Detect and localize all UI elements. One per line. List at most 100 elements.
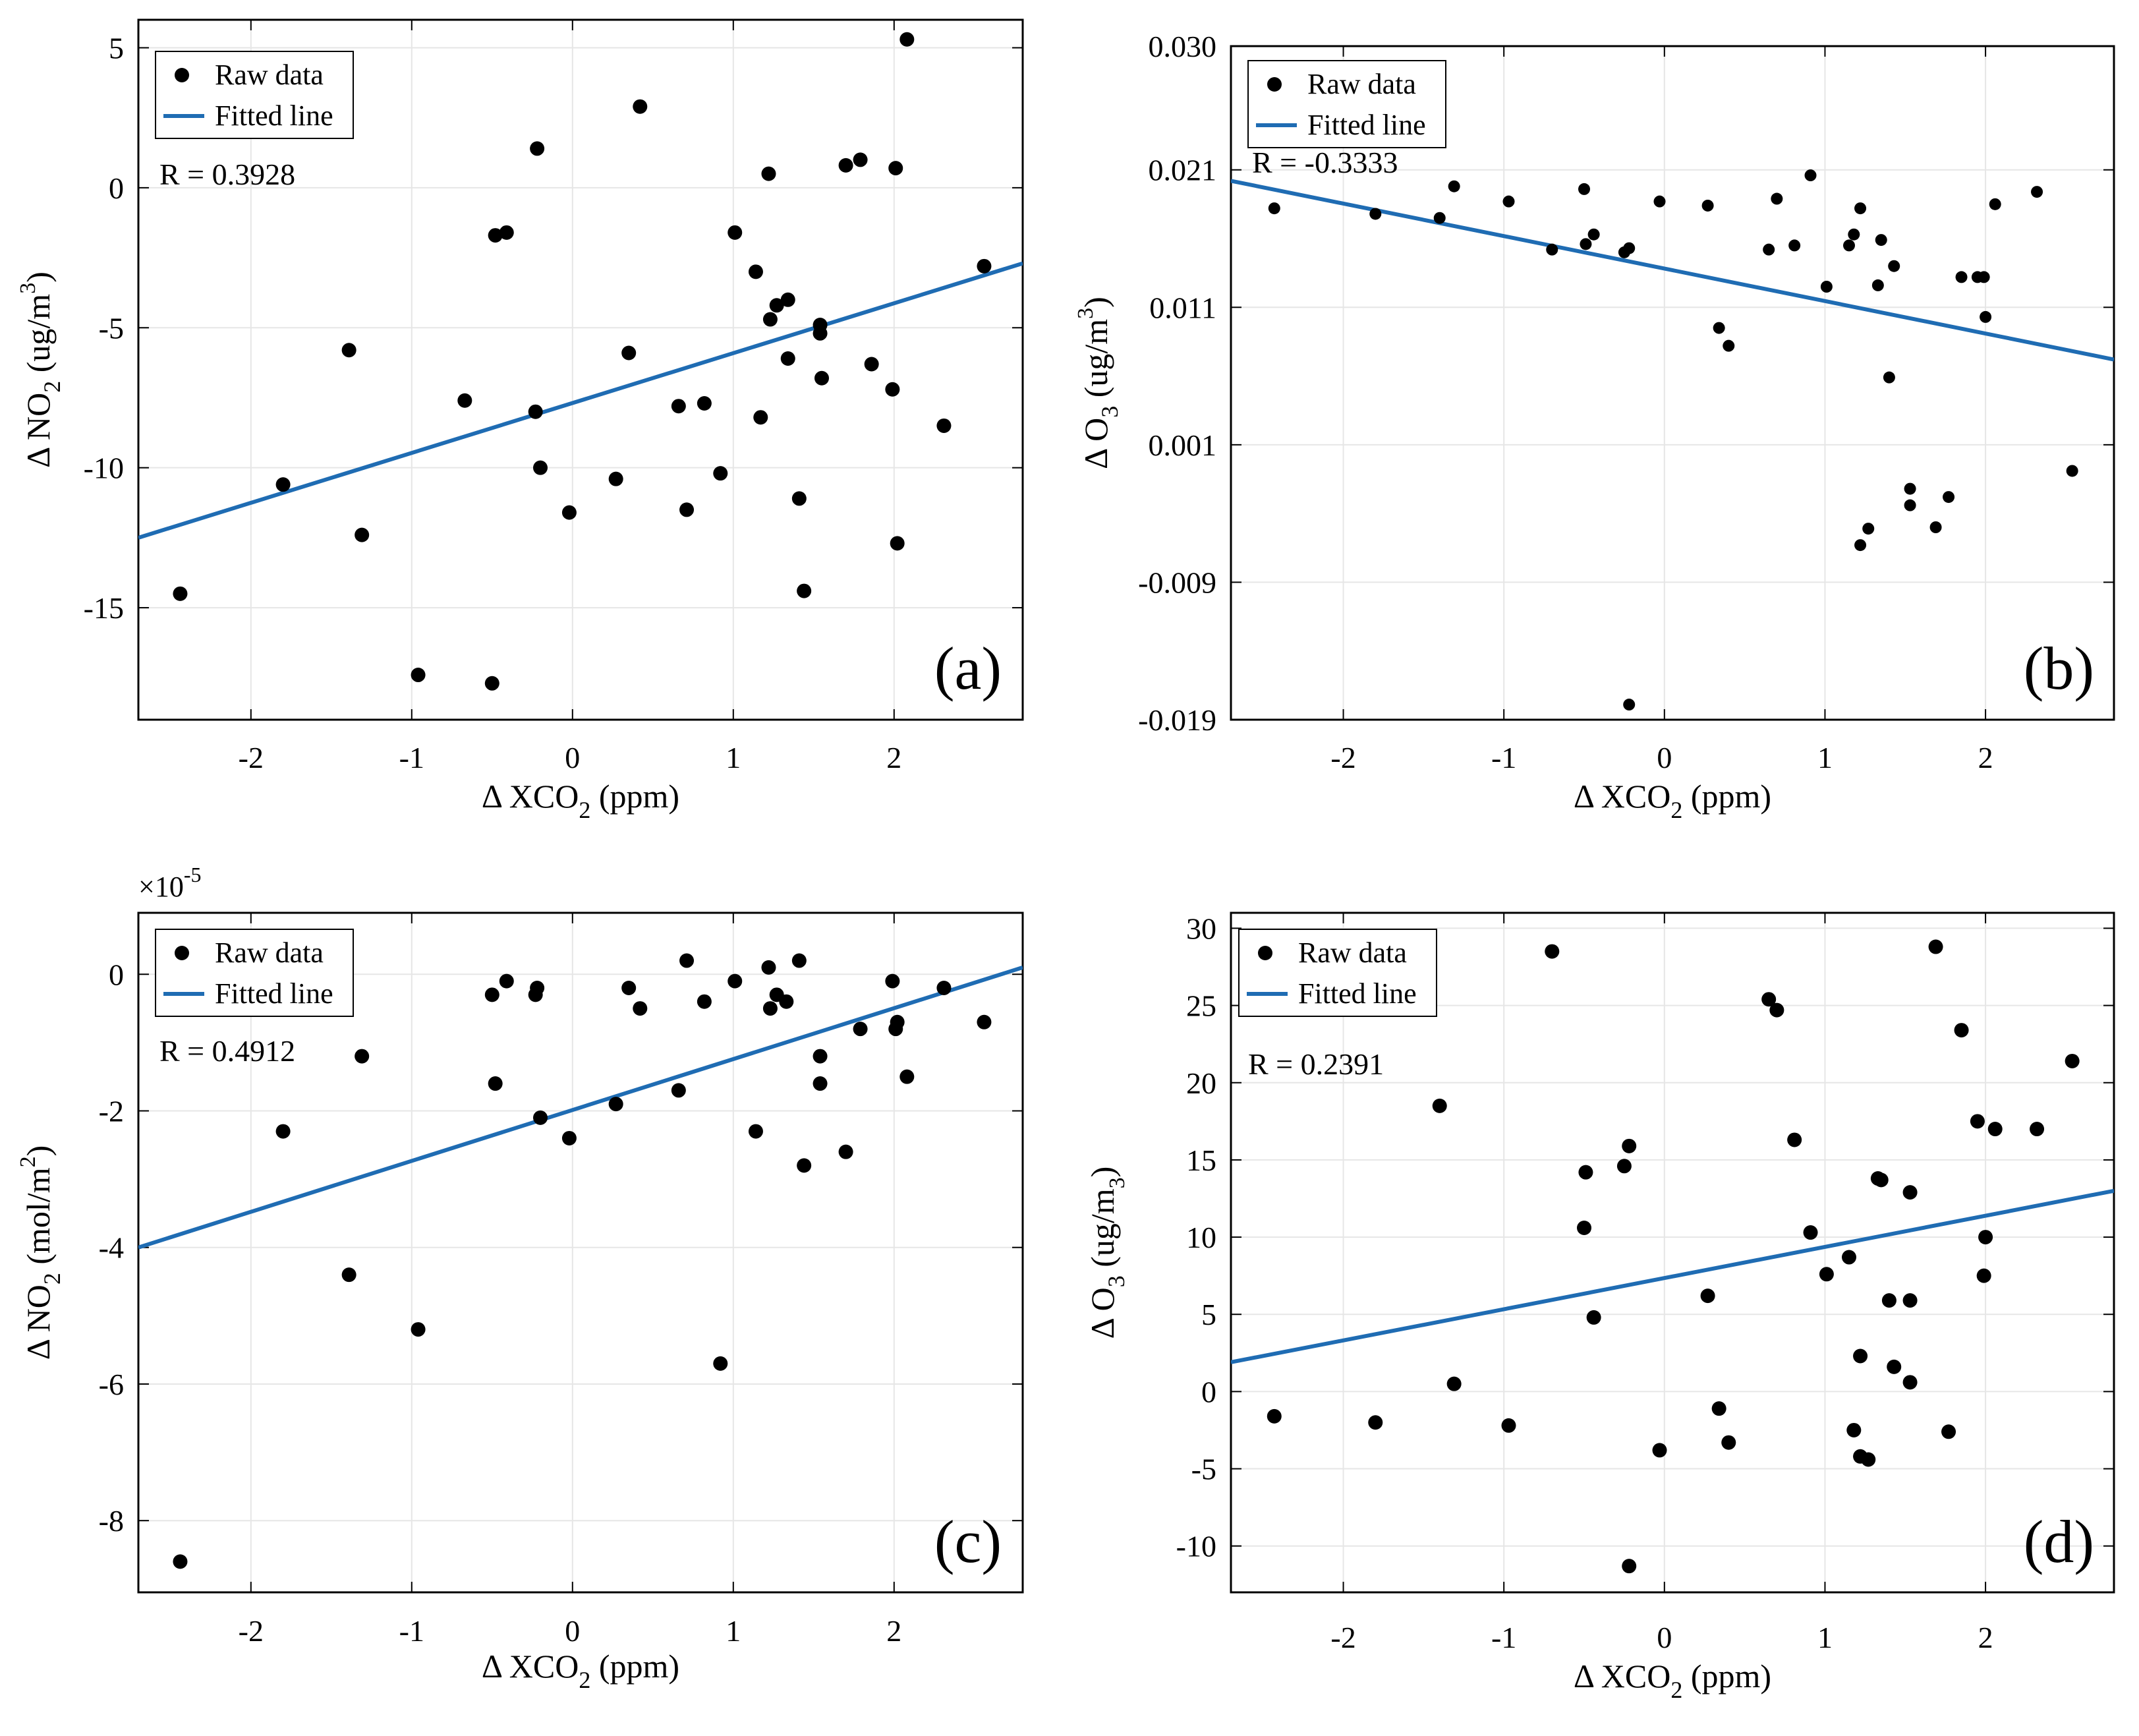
data-point (780, 292, 795, 307)
legend-point-marker (175, 946, 189, 960)
legend-label-fitted-line: Fitted line (1298, 977, 1417, 1010)
data-point (1978, 1230, 1993, 1245)
legend-label-fitted-line: Fitted line (215, 977, 333, 1010)
data-point (1902, 1375, 1918, 1390)
data-point (1862, 523, 1875, 535)
data-point (1803, 1225, 1818, 1240)
data-point (779, 994, 794, 1009)
data-point (936, 980, 952, 995)
legend: Raw data Fitted line (155, 51, 354, 139)
x-tick-label: -2 (1330, 741, 1355, 774)
data-point (1713, 322, 1725, 334)
plot-area (138, 32, 1023, 691)
data-point (1854, 539, 1867, 552)
data-point (275, 1124, 291, 1139)
data-point (1788, 239, 1801, 252)
data-point (1955, 271, 1968, 283)
y-tick-label: -6 (99, 1368, 124, 1401)
data-point (1587, 228, 1600, 241)
data-point (1763, 243, 1775, 256)
data-point (813, 1076, 828, 1091)
data-point (885, 973, 900, 989)
data-point (275, 477, 291, 492)
y-tick-label: 5 (109, 31, 124, 65)
data-point (1904, 482, 1916, 495)
y-tick-label: -10 (84, 451, 124, 485)
data-point (748, 264, 763, 279)
data-point (838, 1144, 853, 1159)
data-point (530, 980, 545, 995)
data-point (1433, 212, 1446, 224)
data-point (671, 399, 686, 414)
data-point (1446, 1376, 1462, 1391)
data-point (1501, 1418, 1516, 1433)
y-tick-label: -4 (99, 1231, 124, 1265)
panel-label: (a) (934, 635, 1002, 702)
data-point (484, 676, 499, 691)
data-point (1723, 339, 1735, 352)
data-point (499, 973, 514, 989)
x-axis-label: Δ XCO2 (ppm) (482, 1648, 679, 1693)
legend-box (1238, 929, 1437, 1017)
data-point (1577, 1221, 1591, 1236)
data-point (885, 382, 900, 397)
data-point (633, 1001, 648, 1016)
data-point (1875, 234, 1887, 246)
data-point (608, 1097, 623, 1112)
legend-label-raw-data: Raw data (1298, 937, 1407, 969)
x-tick-label: -1 (399, 741, 424, 774)
data-point (1929, 521, 1942, 533)
data-point (341, 1267, 356, 1283)
data-point (761, 166, 776, 181)
data-point (791, 491, 807, 506)
data-point (1653, 195, 1666, 208)
data-point (1881, 1293, 1897, 1308)
panel-label: (d) (2024, 1508, 2094, 1575)
data-point (355, 1049, 370, 1064)
data-point (890, 1014, 905, 1029)
y-tick-label: -10 (1176, 1530, 1216, 1563)
data-point (561, 1130, 577, 1145)
y-tick-label: -2 (99, 1094, 124, 1128)
legend: Raw data Fitted line (155, 929, 354, 1017)
data-point (1842, 1250, 1856, 1265)
x-tick-label: 2 (1978, 1621, 1993, 1654)
x-tick-label: -1 (1491, 741, 1516, 774)
y-tick-label: 0 (1201, 1375, 1216, 1408)
panel-label: (b) (2024, 635, 2094, 702)
legend-box (155, 929, 354, 1017)
fitted-line (1231, 1188, 2114, 1364)
data-point (1721, 1435, 1736, 1450)
legend-label-fitted-line: Fitted line (215, 100, 333, 132)
data-point (633, 99, 648, 114)
x-tick-label: 2 (886, 1614, 901, 1648)
legend-label-fitted-line: Fitted line (1307, 109, 1426, 141)
fitted-line (1231, 179, 2114, 362)
data-point (488, 228, 503, 243)
data-point (1820, 281, 1833, 293)
data-point (341, 343, 356, 358)
data-point (355, 527, 370, 542)
data-point (1854, 202, 1867, 215)
data-point (1586, 1310, 1601, 1325)
data-point (1701, 199, 1714, 212)
data-point (1578, 183, 1590, 195)
data-point (769, 298, 784, 313)
data-point (936, 418, 952, 433)
data-point (2066, 465, 2078, 477)
x-tick-label: 1 (726, 1614, 741, 1648)
data-point (1623, 699, 1636, 711)
data-point (1267, 1408, 1282, 1424)
data-point (679, 502, 695, 517)
y-tick-label: 10 (1186, 1221, 1216, 1254)
x-tick-label: 0 (565, 1614, 580, 1648)
chart-panel-3: -2 -1 0 1 2 0 -2 -4 -6 -8 ×10-5 Δ XCO2 (ppm) Δ NO2 (… (16, 863, 1024, 1693)
x-axis-label: Δ XCO2 (ppm) (1574, 778, 1771, 823)
data-point (621, 980, 637, 995)
data-point (1578, 1165, 1593, 1180)
data-point (853, 1022, 868, 1037)
y-tick-label: -0.009 (1138, 565, 1216, 599)
data-point (791, 953, 807, 968)
data-point (762, 312, 778, 327)
legend-point-marker (1258, 946, 1272, 960)
